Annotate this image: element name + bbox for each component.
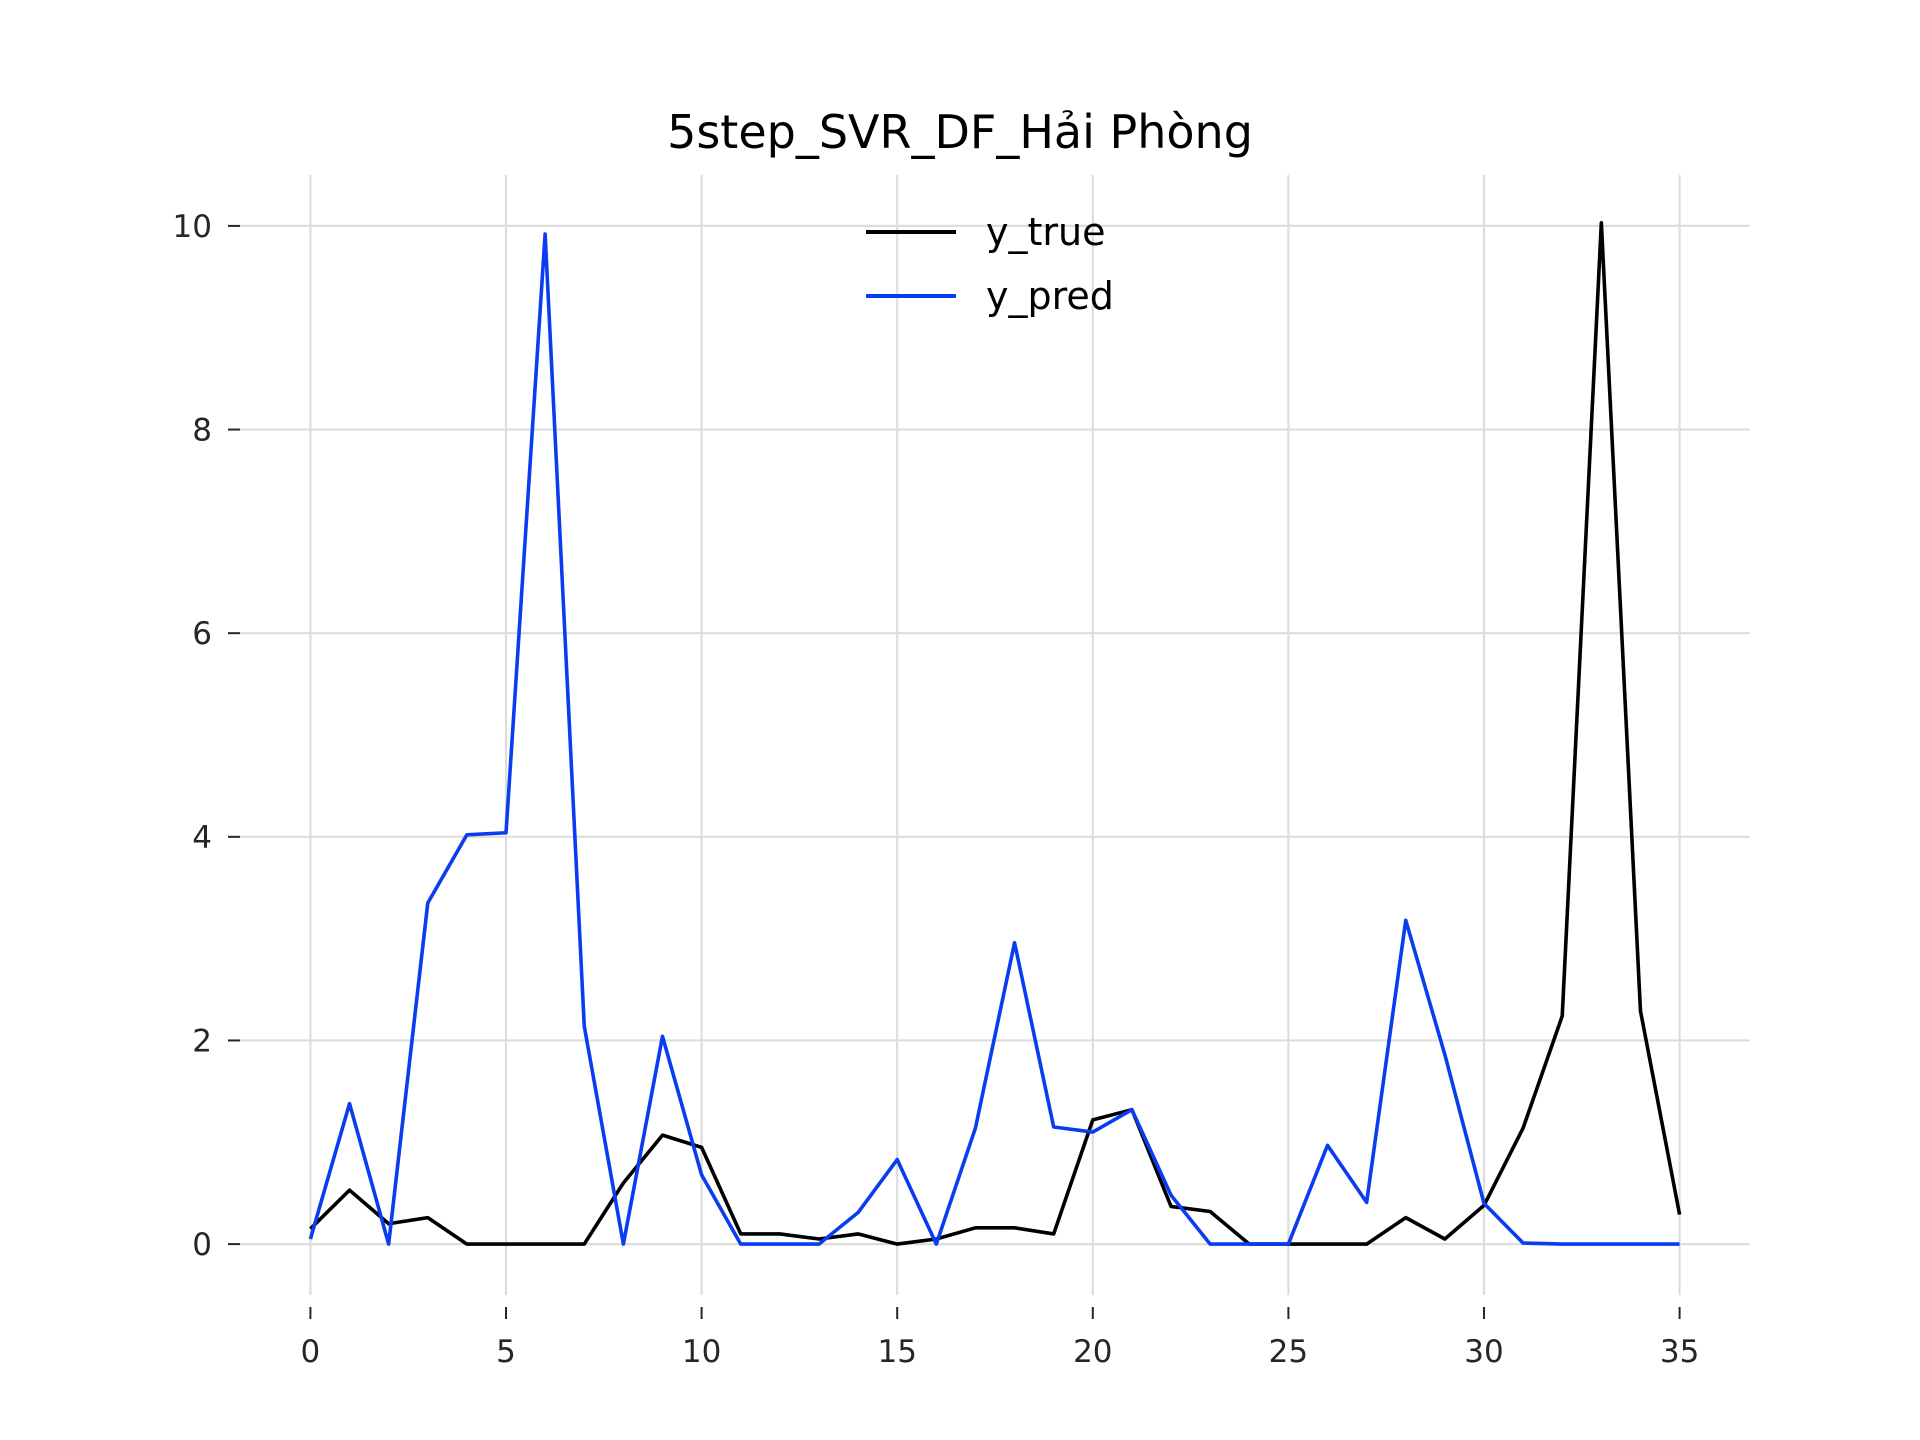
- series-line-y-true: [309, 221, 1682, 1246]
- chart-title: 5step_SVR_DF_Hải Phòng: [667, 105, 1253, 159]
- y-tick-label: 6: [192, 616, 212, 652]
- x-tick-label: 20: [1073, 1334, 1112, 1370]
- series-lines: [308, 221, 1682, 1246]
- series-line-y-pred: [308, 232, 1680, 1246]
- y-tick-label: 4: [192, 820, 212, 856]
- legend-label-y-pred: y_pred: [986, 274, 1114, 318]
- x-tick-label: 30: [1464, 1334, 1503, 1370]
- x-tick-label: 10: [682, 1334, 721, 1370]
- y-tick-label: 8: [192, 413, 212, 449]
- y-tick-label: 10: [173, 209, 212, 245]
- legend-label-y-true: y_true: [986, 210, 1105, 254]
- y-axis-ticks: 0 2 4 6 8 10: [173, 209, 240, 1263]
- y-tick-label: 2: [192, 1023, 212, 1059]
- x-axis-ticks: 0 5 10 15 20 25 30 35: [301, 1307, 1699, 1370]
- x-tick-label: 35: [1660, 1334, 1699, 1370]
- y-tick-label: 0: [192, 1227, 212, 1263]
- x-tick-label: 15: [877, 1334, 916, 1370]
- legend: y_true y_pred: [866, 210, 1114, 318]
- x-tick-label: 25: [1269, 1334, 1308, 1370]
- x-tick-label: 5: [496, 1334, 516, 1370]
- grid: [240, 175, 1750, 1295]
- x-tick-label: 0: [301, 1334, 321, 1370]
